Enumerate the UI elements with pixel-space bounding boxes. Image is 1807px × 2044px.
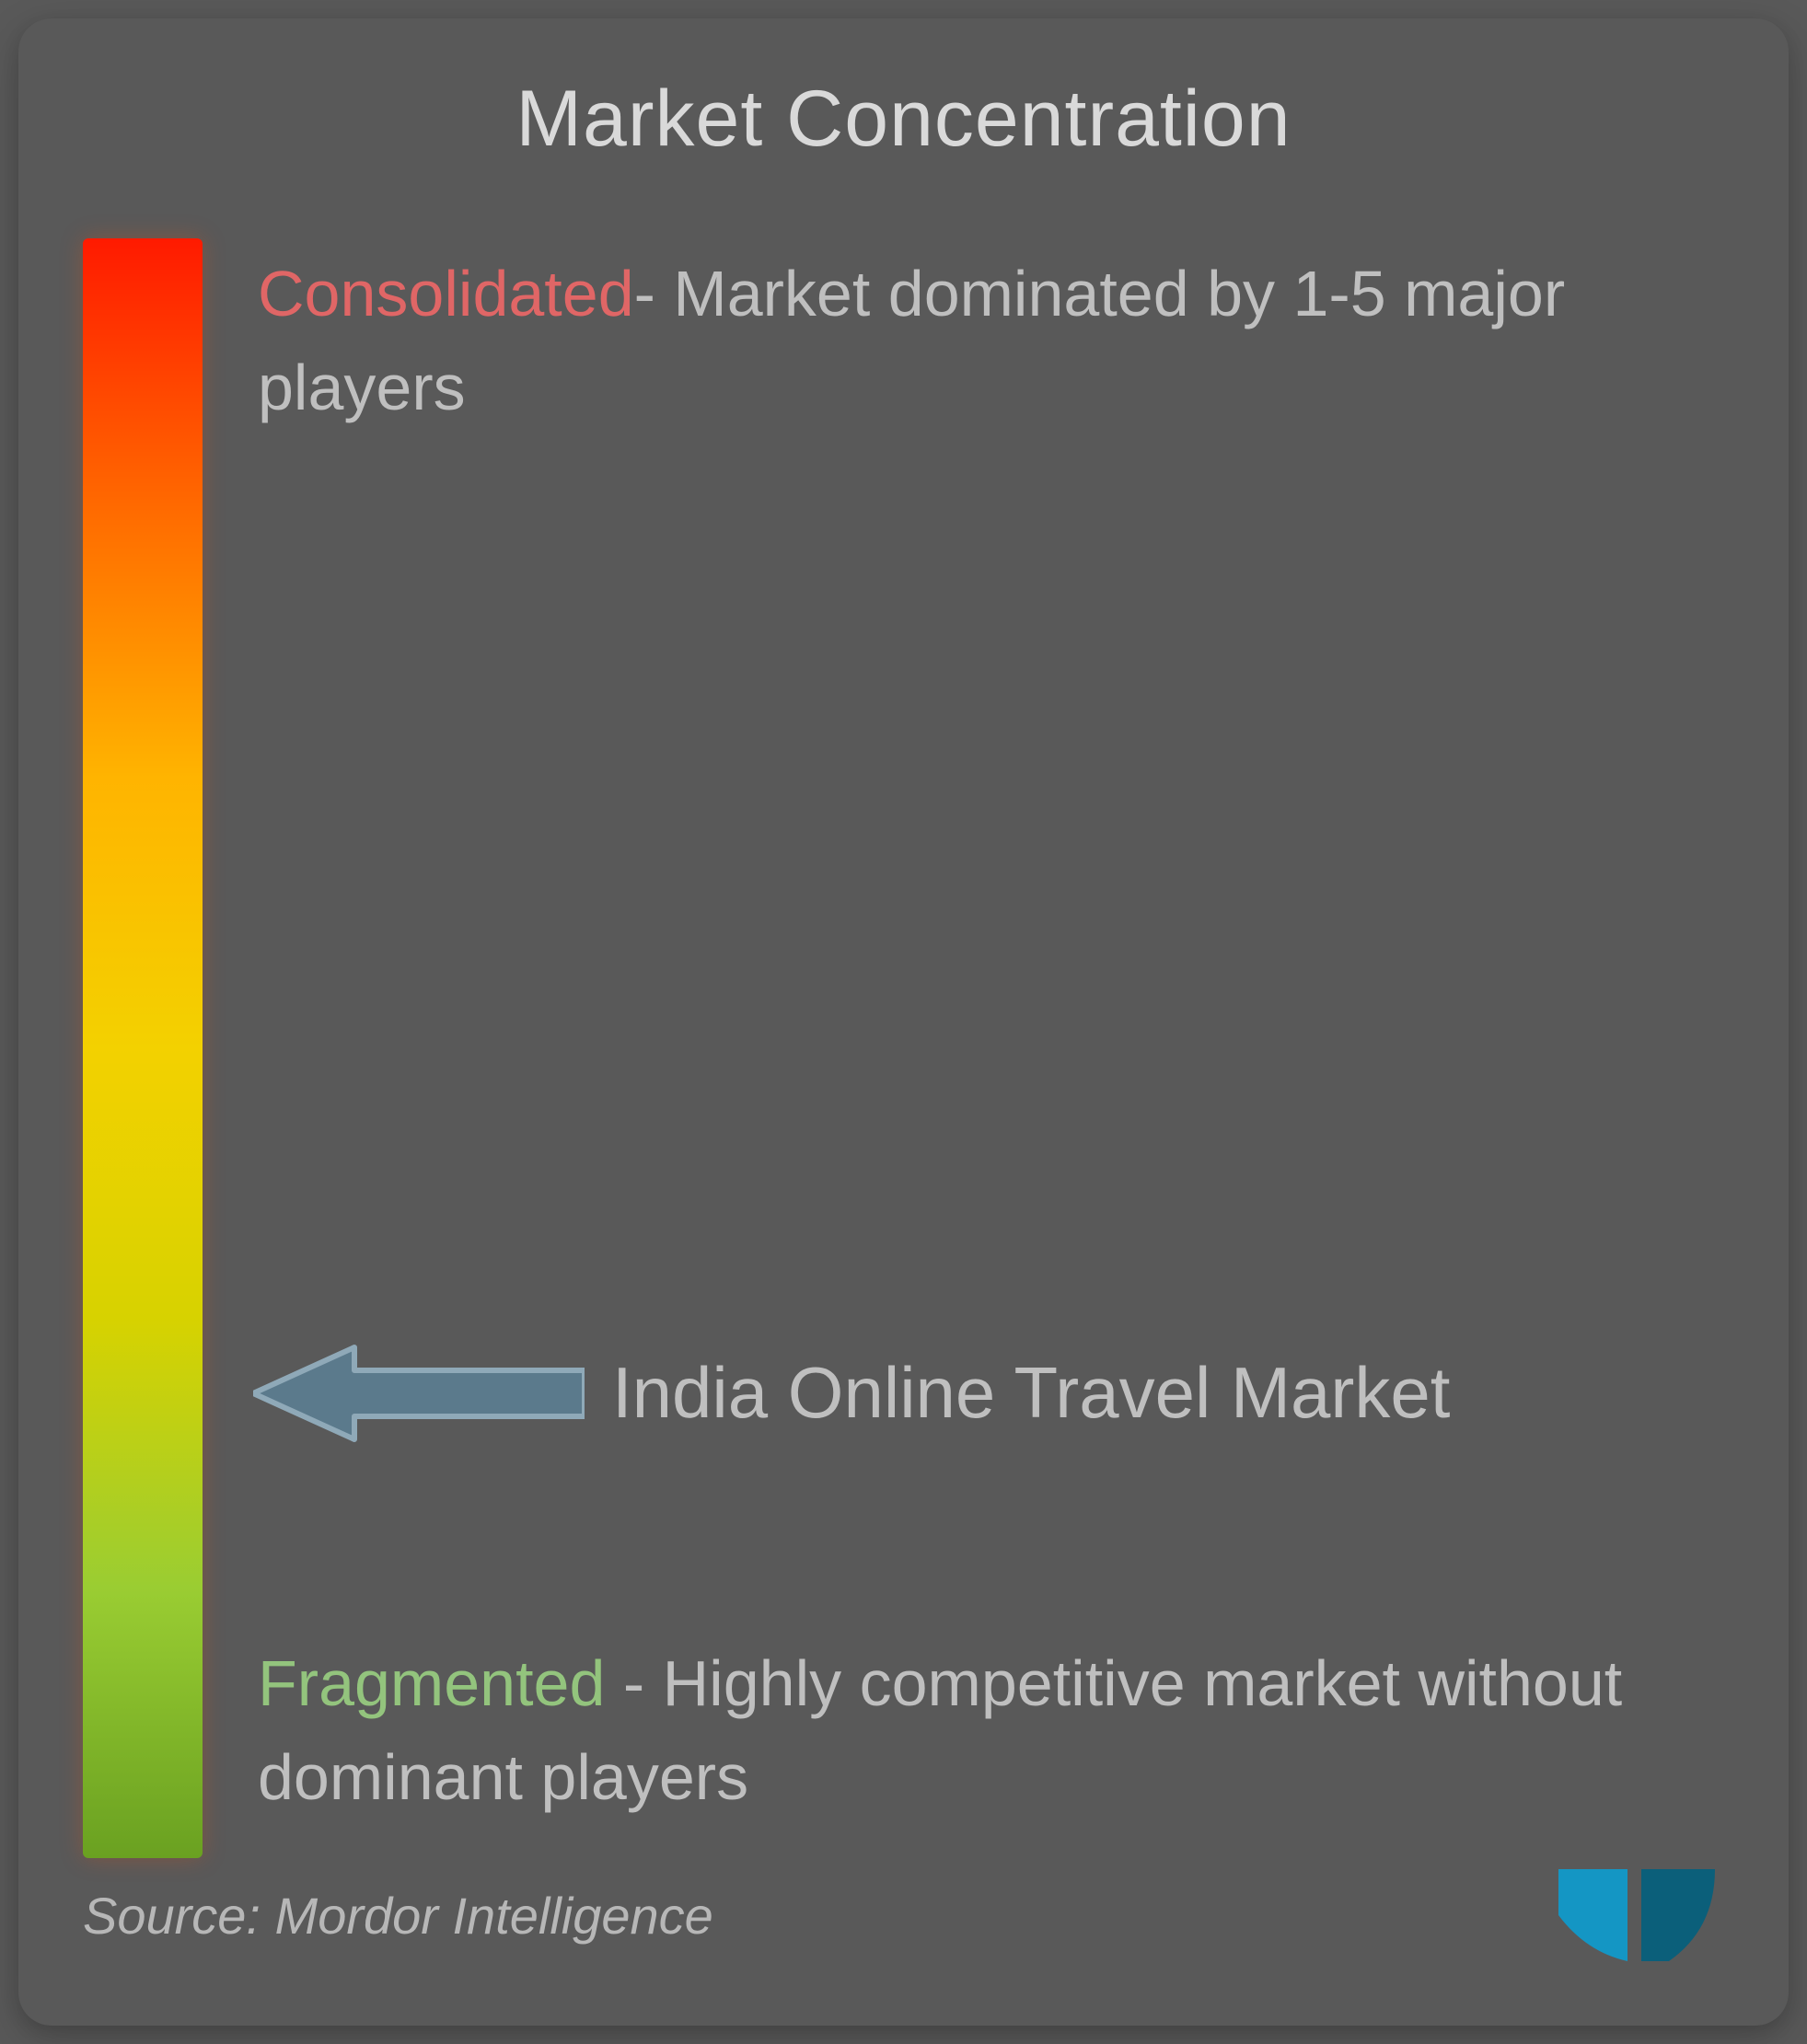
source-text: Source: Mordor Intelligence (83, 1886, 713, 1946)
fragmented-word: Fragmented (258, 1647, 605, 1719)
mordor-logo-icon (1549, 1860, 1724, 1970)
consolidated-label: Consolidated- Market dominated by 1-5 ma… (258, 248, 1706, 434)
concentration-gradient-bar (83, 238, 203, 1858)
arrow-left-icon (253, 1343, 585, 1444)
chart-title: Market Concentration (83, 74, 1724, 165)
fragmented-label: Fragmented - Highly competitive market w… (258, 1637, 1706, 1824)
footer: Source: Mordor Intelligence (83, 1860, 1724, 1970)
consolidated-word: Consolidated (258, 258, 634, 329)
market-name: India Online Travel Market (612, 1351, 1450, 1435)
chart-area: Consolidated- Market dominated by 1-5 ma… (83, 238, 1724, 1858)
card: Market Concentration Consolidated- Marke… (18, 18, 1789, 2026)
market-marker: India Online Travel Market (253, 1343, 1450, 1444)
